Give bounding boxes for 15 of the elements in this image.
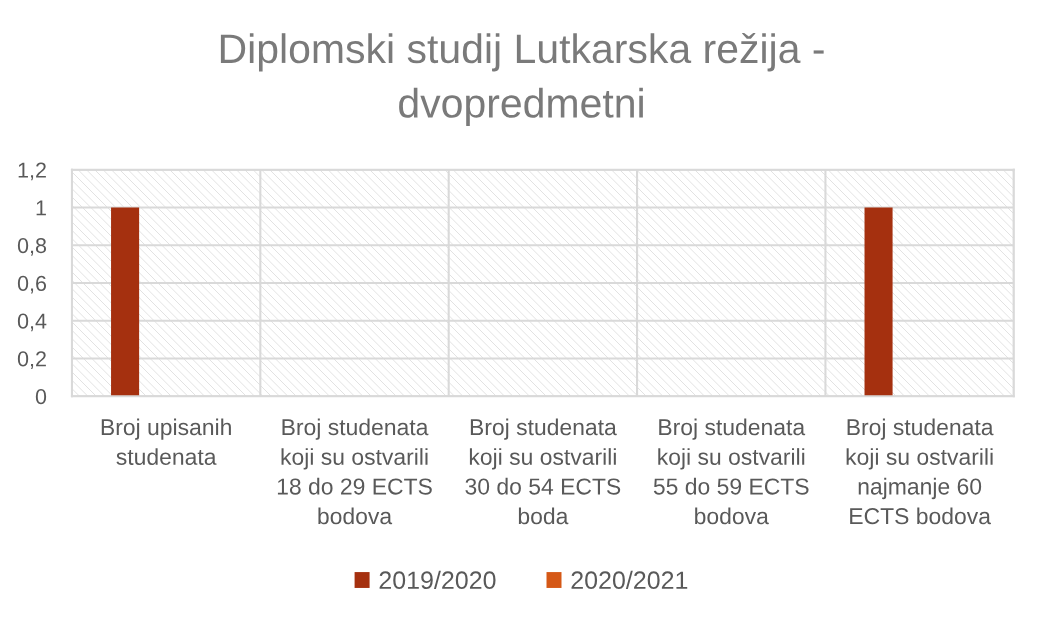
legend-label: 2020/2021: [571, 570, 688, 590]
y-tick-label: 1,2: [18, 162, 46, 181]
x-tick-label: Broj studenata koji su ostvarili najmanje 60 ECTS bodova: [846, 418, 994, 525]
chart-title: Diplomski studij Lutkarska režija - dvopredmetni: [220, 33, 824, 126]
y-tick-label: 1: [36, 200, 46, 216]
x-tick-label: Broj studenata koji su ostvarili 18 do 29 ECTS bodova: [277, 418, 432, 525]
y-tick-label: 0,4: [17, 313, 47, 332]
x-tick-label: Broj studenata koji su ostvarili 30 do 54 ECTS boda: [465, 418, 621, 525]
y-tick-label: 0,2: [17, 351, 46, 370]
y-tick-label: 0,8: [17, 238, 47, 256]
y-tick-label: 0: [35, 389, 47, 405]
x-tick-label: Broj studenata koji su ostvarili 55 do 59 ECTS bodova: [653, 418, 809, 525]
legend-label: 2019/2020: [379, 570, 496, 590]
y-tick-label: 0,6: [17, 275, 47, 294]
x-tick-label: Broj upisanih studenata: [101, 418, 231, 465]
